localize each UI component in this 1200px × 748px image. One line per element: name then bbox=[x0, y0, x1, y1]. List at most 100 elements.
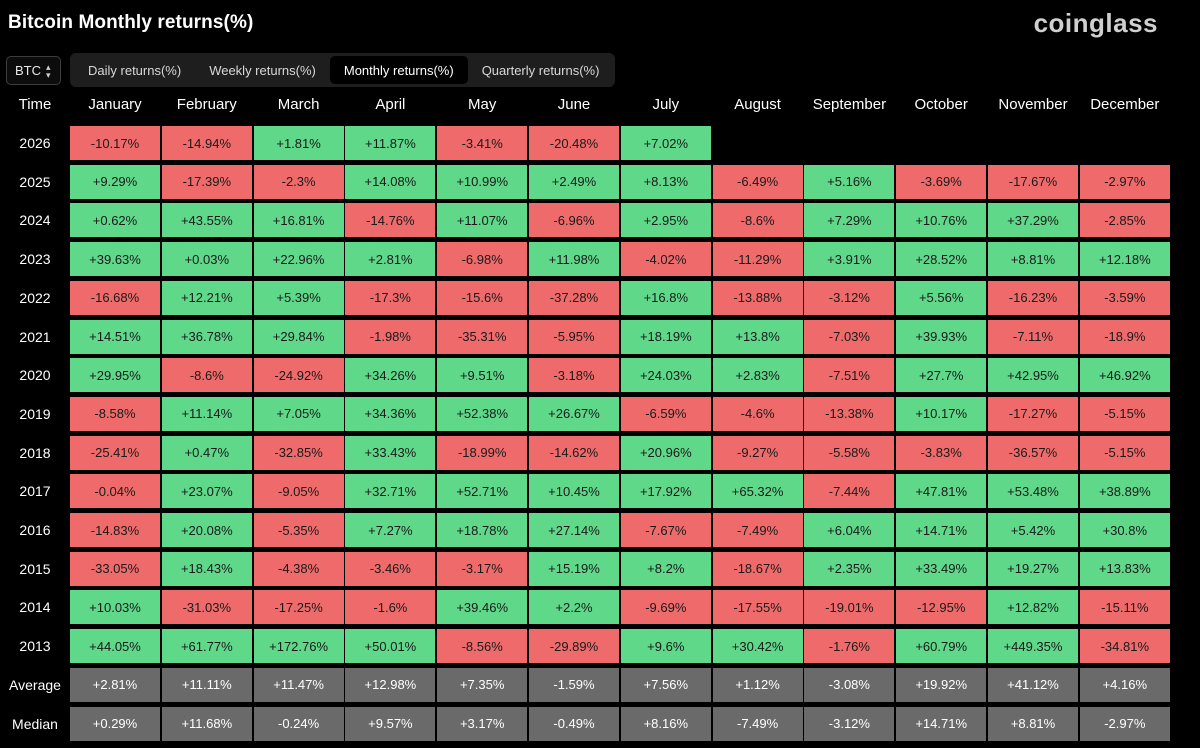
return-cell: +5.42% bbox=[988, 513, 1078, 547]
return-cell: -1.76% bbox=[804, 629, 895, 664]
return-cell: -14.94% bbox=[161, 126, 252, 160]
return-cell: -7.67% bbox=[620, 513, 711, 547]
row-label-year: 2019 bbox=[19, 405, 51, 422]
return-cell: -17.39% bbox=[161, 164, 252, 199]
return-cell: -5.58% bbox=[804, 435, 895, 470]
return-cell: -17.25% bbox=[253, 590, 344, 625]
return-cell: +36.78% bbox=[161, 319, 252, 354]
return-cell: -35.31% bbox=[437, 319, 528, 354]
return-cell: -9.27% bbox=[712, 435, 803, 470]
return-cell: -6.59% bbox=[620, 396, 711, 431]
return-cell: +8.13% bbox=[620, 164, 711, 199]
return-cell: +9.6% bbox=[620, 629, 711, 664]
return-cell: +33.43% bbox=[345, 435, 436, 470]
return-cell: +11.14% bbox=[161, 396, 252, 431]
row-label-year: 2016 bbox=[19, 522, 51, 538]
return-cell: +19.27% bbox=[988, 551, 1078, 586]
tab-monthly-returns[interactable]: Monthly returns(%) bbox=[329, 56, 468, 84]
return-cell: +37.29% bbox=[988, 203, 1078, 238]
return-cell: -32.85% bbox=[253, 435, 344, 470]
asset-select-value: BTC bbox=[15, 63, 41, 78]
tab-quarterly-returns[interactable]: Quarterly returns(%) bbox=[481, 62, 600, 78]
return-cell: -31.03% bbox=[161, 590, 252, 625]
return-cell: -9.05% bbox=[253, 474, 344, 509]
return-cell: -3.69% bbox=[896, 164, 987, 199]
return-cell: +7.05% bbox=[253, 396, 344, 431]
return-cell: -18.67% bbox=[712, 551, 803, 586]
return-cell: -18.99% bbox=[437, 435, 528, 470]
return-cell: +12.21% bbox=[161, 280, 252, 315]
return-cell: -7.44% bbox=[804, 474, 895, 509]
returns-tabs: Daily returns(%) Weekly returns(%) Month… bbox=[70, 53, 615, 87]
return-cell: +2.2% bbox=[529, 590, 619, 625]
return-cell: -16.23% bbox=[988, 280, 1078, 315]
return-cell: +7.02% bbox=[620, 126, 711, 160]
asset-select[interactable]: BTC ▴ ▾ bbox=[6, 56, 61, 85]
return-cell: +20.08% bbox=[161, 513, 252, 547]
return-cell: +5.16% bbox=[804, 164, 895, 199]
return-cell: -6.49% bbox=[712, 164, 803, 199]
return-cell: +18.78% bbox=[437, 513, 528, 547]
column-header-month: September bbox=[812, 96, 887, 113]
row-label-year: 2023 bbox=[19, 251, 51, 268]
return-cell: +2.95% bbox=[620, 203, 711, 238]
return-cell: +32.71% bbox=[345, 474, 436, 509]
return-cell: +0.03% bbox=[161, 242, 252, 277]
return-cell: +65.32% bbox=[712, 474, 803, 509]
return-cell: -20.48% bbox=[529, 126, 619, 160]
return-cell: -10.17% bbox=[70, 126, 160, 160]
return-cell: -8.56% bbox=[437, 629, 528, 664]
page-title: Bitcoin Monthly returns(%) bbox=[8, 12, 254, 33]
return-cell: +10.99% bbox=[437, 164, 528, 199]
return-cell: +449.35% bbox=[988, 629, 1078, 664]
return-cell: +61.77% bbox=[161, 629, 252, 664]
return-cell: +3.91% bbox=[804, 242, 895, 277]
tab-weekly-returns[interactable]: Weekly returns(%) bbox=[209, 62, 316, 78]
return-cell: -5.95% bbox=[529, 319, 619, 354]
return-cell: +27.7% bbox=[896, 358, 987, 393]
return-cell: +28.52% bbox=[896, 242, 987, 277]
return-cell: +60.79% bbox=[896, 629, 987, 664]
return-cell: -14.76% bbox=[345, 203, 436, 238]
summary-cell: +4.16% bbox=[1079, 667, 1170, 702]
return-cell: +10.45% bbox=[529, 474, 619, 509]
summary-cell: +11.11% bbox=[161, 667, 252, 702]
return-cell: +5.39% bbox=[253, 280, 344, 315]
return-cell: -4.38% bbox=[253, 551, 344, 586]
return-cell: -13.38% bbox=[804, 396, 895, 431]
return-cell: -1.98% bbox=[345, 319, 436, 354]
return-cell: -17.55% bbox=[712, 590, 803, 625]
return-cell: -3.18% bbox=[529, 358, 619, 393]
return-cell: -5.35% bbox=[253, 513, 344, 547]
return-cell: +10.76% bbox=[896, 203, 987, 238]
coinglass-logo: coinglass bbox=[1033, 8, 1158, 38]
return-cell: -3.17% bbox=[437, 551, 528, 586]
tab-daily-returns[interactable]: Daily returns(%) bbox=[88, 62, 182, 78]
summary-cell: -2.97% bbox=[1079, 706, 1170, 741]
row-label-year: 2025 bbox=[19, 173, 51, 190]
summary-cell: +11.68% bbox=[161, 706, 252, 741]
column-header-month: June bbox=[557, 96, 591, 113]
row-label-year: 2020 bbox=[19, 367, 51, 384]
return-cell: +17.92% bbox=[620, 474, 711, 509]
column-header-month: November bbox=[998, 96, 1068, 113]
return-cell: -7.03% bbox=[804, 319, 895, 354]
return-cell: -17.27% bbox=[988, 396, 1078, 431]
return-cell: -12.95% bbox=[896, 590, 987, 625]
return-cell: -8.6% bbox=[161, 358, 252, 393]
return-cell: +43.55% bbox=[161, 203, 252, 238]
return-cell: -3.59% bbox=[1079, 280, 1170, 315]
return-cell: +53.48% bbox=[988, 474, 1078, 509]
summary-cell: -1.59% bbox=[529, 667, 619, 702]
return-cell: +172.76% bbox=[253, 629, 344, 664]
return-cell: +29.84% bbox=[253, 319, 344, 354]
return-cell: -19.01% bbox=[804, 590, 895, 625]
return-cell: -15.11% bbox=[1079, 590, 1170, 625]
return-cell: +52.71% bbox=[437, 474, 528, 509]
return-cell: -7.51% bbox=[804, 358, 895, 393]
return-cell: -34.81% bbox=[1079, 629, 1170, 664]
return-cell: -5.15% bbox=[1079, 396, 1170, 431]
row-label-year: 2015 bbox=[19, 560, 51, 577]
return-cell: -6.96% bbox=[529, 203, 619, 238]
return-cell: +46.92% bbox=[1079, 358, 1170, 393]
